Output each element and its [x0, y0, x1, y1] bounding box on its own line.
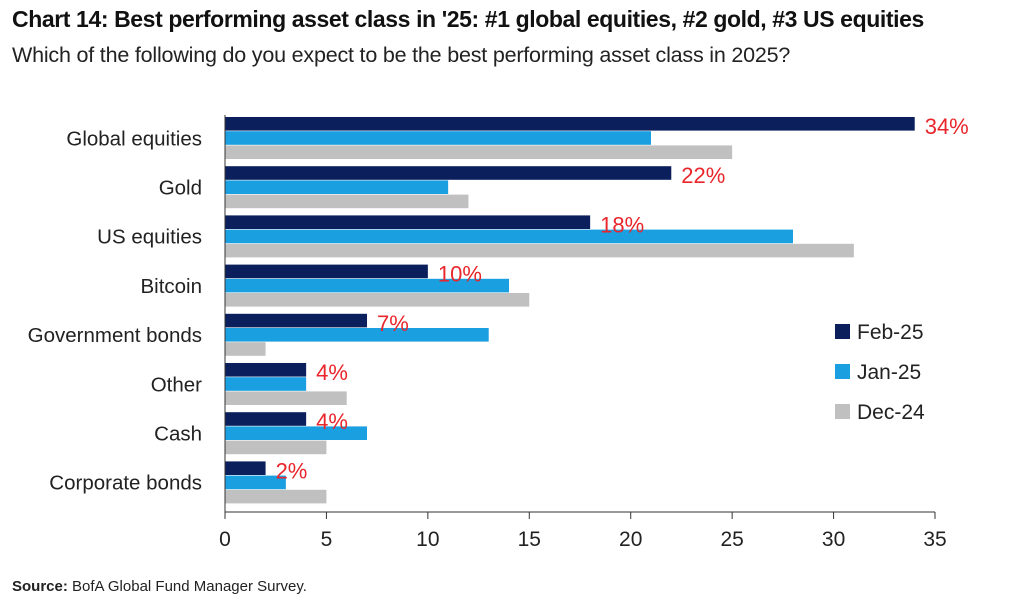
- data-label: 18%: [600, 212, 644, 237]
- bar-global-equities-jan-25: [225, 131, 651, 145]
- bar-global-equities-dec-24: [225, 145, 733, 159]
- bar-government-bonds-dec-24: [225, 342, 266, 356]
- legend-label: Dec-24: [857, 401, 925, 424]
- category-label: Other: [151, 373, 202, 396]
- x-tick-label: 5: [321, 528, 333, 551]
- data-label: 34%: [925, 114, 969, 139]
- bar-cash-jan-25: [225, 426, 367, 440]
- legend-label: Feb-25: [857, 321, 924, 344]
- x-tick-label: 10: [416, 528, 439, 551]
- legend-swatch-dec-24: [835, 404, 850, 419]
- category-label: US equities: [97, 226, 202, 249]
- source-note: Source: BofA Global Fund Manager Survey.: [12, 578, 307, 595]
- bar-us-equities-jan-25: [225, 229, 793, 244]
- category-label: Global equities: [66, 127, 202, 150]
- data-label: 22%: [681, 163, 725, 188]
- bar-gold-feb-25: [225, 166, 672, 180]
- source-text: BofA Global Fund Manager Survey.: [72, 578, 307, 595]
- bar-bitcoin-feb-25: [225, 264, 428, 279]
- x-tick-label: 25: [720, 528, 743, 551]
- bar-government-bonds-jan-25: [225, 328, 489, 342]
- bar-global-equities-feb-25: [225, 117, 915, 131]
- x-tick-label: 20: [619, 528, 642, 551]
- bar-us-equities-feb-25: [225, 215, 591, 229]
- data-label: 10%: [438, 262, 482, 287]
- legend-swatch-jan-25: [835, 364, 850, 379]
- source-label: Source:: [12, 578, 68, 595]
- bar-gold-dec-24: [225, 194, 469, 209]
- data-label: 4%: [316, 409, 348, 434]
- category-label: Cash: [154, 423, 202, 446]
- bar-corporate-bonds-feb-25: [225, 461, 266, 475]
- x-tick-label: 30: [822, 528, 845, 551]
- category-label: Bitcoin: [140, 275, 202, 298]
- bar-cash-feb-25: [225, 412, 307, 426]
- data-label: 2%: [276, 458, 308, 483]
- bar-other-dec-24: [225, 391, 347, 405]
- chart-subtitle: Which of the following do you expect to …: [12, 43, 791, 67]
- bar-corporate-bonds-jan-25: [225, 475, 286, 490]
- bar-us-equities-dec-24: [225, 243, 854, 258]
- legend-swatch-feb-25: [835, 324, 850, 339]
- bar-other-feb-25: [225, 363, 307, 377]
- bar-other-jan-25: [225, 377, 307, 391]
- bar-bitcoin-dec-24: [225, 293, 530, 307]
- category-label: Gold: [159, 177, 202, 200]
- x-tick-label: 15: [518, 528, 541, 551]
- bar-corporate-bonds-dec-24: [225, 489, 327, 504]
- category-label: Corporate bonds: [49, 472, 202, 495]
- category-label: Government bonds: [28, 324, 202, 347]
- data-label: 7%: [377, 311, 409, 336]
- legend-label: Jan-25: [857, 361, 921, 384]
- bar-government-bonds-feb-25: [225, 313, 367, 328]
- bar-bitcoin-jan-25: [225, 278, 509, 293]
- x-tick-label: 35: [923, 528, 946, 551]
- x-tick-label: 0: [219, 528, 231, 551]
- bar-cash-dec-24: [225, 440, 327, 455]
- chart-title: Chart 14: Best performing asset class in…: [12, 6, 924, 32]
- bar-gold-jan-25: [225, 180, 449, 194]
- data-label: 4%: [316, 360, 348, 385]
